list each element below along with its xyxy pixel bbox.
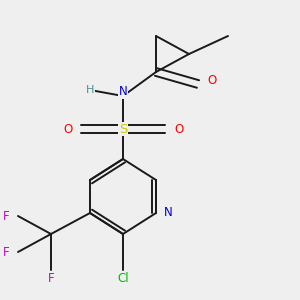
Text: O: O [207,74,216,88]
Text: S: S [119,122,127,136]
Text: Cl: Cl [117,272,129,286]
Text: N: N [118,85,127,98]
Text: F: F [3,209,9,223]
Text: H: H [86,85,94,95]
Text: O: O [63,122,72,136]
Text: O: O [174,122,183,136]
Text: F: F [3,245,9,259]
Text: N: N [164,206,172,220]
Text: F: F [48,272,54,286]
